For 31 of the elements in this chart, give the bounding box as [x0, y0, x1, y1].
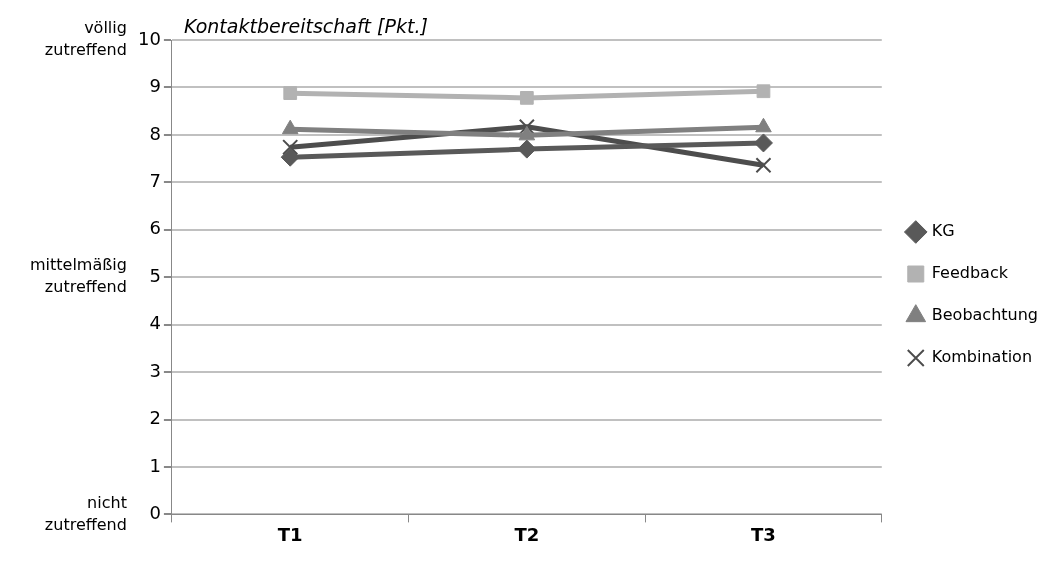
- text: völlig zutreffend: [44, 18, 127, 60]
- point: [756, 84, 771, 99]
- y-axis-title: Kontaktbereitschaft [Pkt.]: [183, 15, 428, 38]
- point: [282, 139, 299, 156]
- legend-label: Feedback: [931, 263, 1009, 283]
- legend-label: KG: [931, 221, 955, 241]
- point: [755, 157, 772, 174]
- y-tick-label: 6: [149, 217, 161, 239]
- legend-label: Beobachtung: [931, 305, 1038, 325]
- x-tick-label: T1: [277, 523, 303, 545]
- y-tick-label: 9: [149, 75, 161, 97]
- point: [518, 118, 535, 135]
- y-tick-label: 1: [149, 454, 161, 476]
- y-tick-label: 4: [149, 312, 161, 334]
- point: [519, 91, 534, 105]
- text: nicht zutreffend: [44, 492, 127, 534]
- y-tick-label: 8: [149, 122, 161, 144]
- point: [283, 86, 298, 100]
- y-tick-label: 3: [149, 359, 161, 381]
- point: [517, 139, 537, 159]
- point: [280, 147, 300, 167]
- y-tick-label: 7: [149, 169, 161, 191]
- y-tick-label: 10: [138, 27, 161, 49]
- y-tick-label: 0: [149, 502, 161, 524]
- legend-label: Kombination: [931, 347, 1033, 367]
- text: mittelmäßig zutreffend: [29, 255, 127, 297]
- y-tick-label: 2: [149, 407, 161, 429]
- point: [753, 133, 773, 153]
- y-tick-label: 5: [149, 264, 161, 286]
- x-tick-label: T2: [514, 523, 540, 545]
- x-tick-label: T3: [751, 523, 776, 545]
